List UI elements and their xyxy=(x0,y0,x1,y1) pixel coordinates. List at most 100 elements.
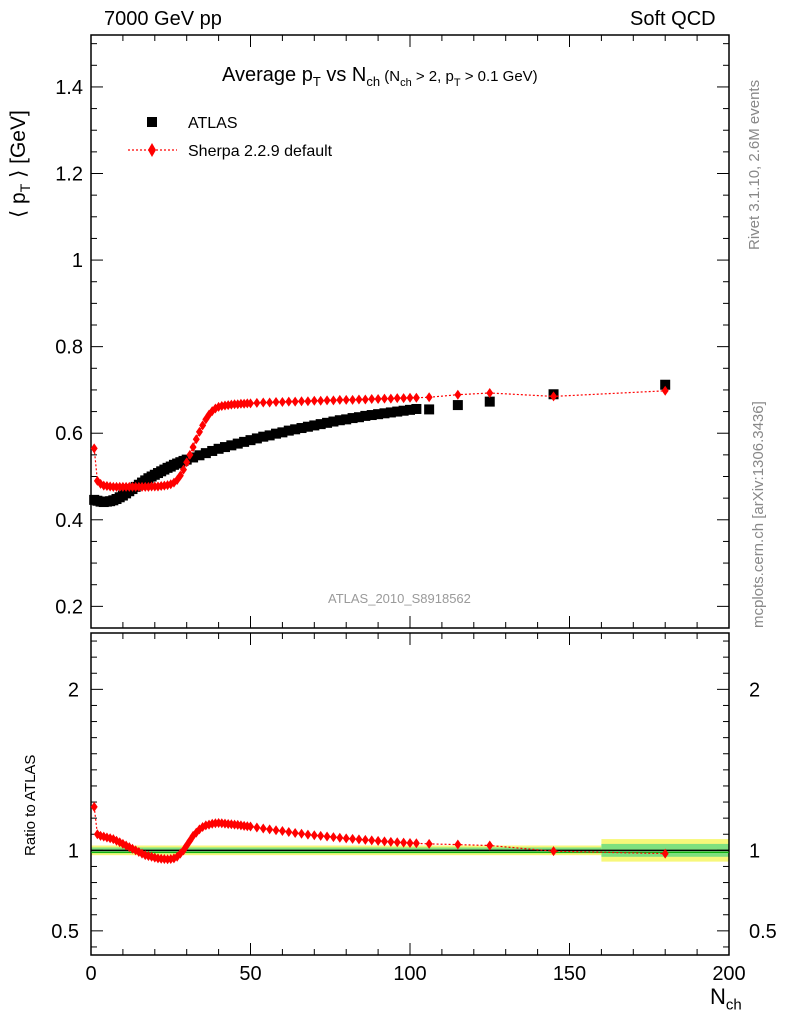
ratio-data-point xyxy=(550,846,558,857)
ratio-y-tick-label-right: 2 xyxy=(749,679,760,701)
sherpa-data-point xyxy=(195,426,203,437)
atlas-data-point xyxy=(271,428,282,439)
sherpa-data-point xyxy=(393,393,401,404)
sherpa-data-point xyxy=(329,395,337,406)
atlas-data-point xyxy=(309,420,320,431)
ratio-data-point xyxy=(355,834,363,845)
atlas-data-point xyxy=(385,407,396,418)
analysis-id-annotation: ATLAS_2010_S8918562 xyxy=(328,591,471,606)
ratio-data-point xyxy=(278,826,286,837)
sherpa-data-point xyxy=(304,396,312,407)
x-tick-label: 50 xyxy=(239,963,261,985)
sherpa-data-point xyxy=(253,397,261,408)
ratio-data-point xyxy=(425,838,433,849)
atlas-data-point xyxy=(398,405,409,416)
ratio-data-point xyxy=(336,832,344,843)
atlas-data-point xyxy=(245,435,256,446)
atlas-data-point xyxy=(226,440,237,451)
ratio-data-point xyxy=(291,827,299,838)
atlas-data-point xyxy=(264,430,275,441)
ratio-data-point xyxy=(253,822,261,833)
sherpa-data-point xyxy=(259,397,267,408)
legend-sherpa-marker xyxy=(148,143,156,157)
atlas-data-point xyxy=(315,419,326,430)
atlas-data-point xyxy=(360,410,371,421)
atlas-data-point xyxy=(424,404,435,415)
legend-sherpa-label: Sherpa 2.2.9 default xyxy=(188,143,333,160)
ratio-plot-frame xyxy=(90,632,730,956)
sherpa-data-point xyxy=(266,397,274,408)
atlas-data-point xyxy=(660,379,671,390)
ratio-data-point xyxy=(90,801,98,812)
ratio-data-point xyxy=(329,832,337,843)
sherpa-data-point xyxy=(192,434,200,445)
legend: ATLAS Sherpa 2.2.9 default xyxy=(128,115,333,160)
ratio-data-point xyxy=(310,830,318,841)
atlas-data-point xyxy=(392,406,403,417)
atlas-data-point xyxy=(322,417,333,428)
energy-label: 7000 GeV pp xyxy=(104,8,222,30)
atlas-data-point xyxy=(188,452,199,463)
sherpa-data-point xyxy=(285,396,293,407)
main-plot-frame xyxy=(90,34,730,629)
sherpa-data-point xyxy=(412,392,420,403)
legend-atlas-label: ATLAS xyxy=(188,115,238,132)
x-tick-label: 200 xyxy=(712,963,745,985)
atlas-data-point xyxy=(328,416,339,427)
sherpa-data-point xyxy=(374,394,382,405)
atlas-data-point xyxy=(366,410,377,421)
atlas-data-point xyxy=(251,433,262,444)
sherpa-data-point xyxy=(317,395,325,406)
x-tick-label: 0 xyxy=(85,963,96,985)
category-label: Soft QCD xyxy=(630,8,716,30)
sherpa-data-point xyxy=(368,394,376,405)
ratio-data-point xyxy=(486,840,494,851)
main-y-tick-label: 1.4 xyxy=(55,77,83,99)
sherpa-data-point xyxy=(323,395,331,406)
sherpa-data-point xyxy=(298,396,306,407)
ratio-data-point xyxy=(349,833,357,844)
ratio-data-point xyxy=(380,836,388,847)
atlas-data-point xyxy=(411,403,422,414)
atlas-data-point xyxy=(232,438,243,449)
sherpa-data-point xyxy=(310,395,318,406)
sherpa-data-point xyxy=(278,397,286,408)
ratio-data-point xyxy=(374,835,382,846)
ratio-data-point xyxy=(304,829,312,840)
sherpa-data-point xyxy=(186,449,194,460)
atlas-data-point xyxy=(277,427,288,438)
atlas-data-point xyxy=(200,448,211,459)
atlas-data-point xyxy=(290,424,301,435)
sherpa-data-point xyxy=(247,398,254,409)
sherpa-data-point xyxy=(291,396,299,407)
ratio-data-point xyxy=(272,825,280,836)
sherpa-data-point xyxy=(400,393,408,404)
sherpa-data-point xyxy=(189,442,197,453)
ratio-data-point xyxy=(247,821,254,832)
sherpa-data-point xyxy=(90,443,98,454)
atlas-data-point xyxy=(405,404,415,415)
ratio-data-point xyxy=(285,826,293,837)
plot-title: Average pT vs Nch (Nch > 2, pT > 0.1 GeV… xyxy=(222,64,538,89)
sherpa-data-point xyxy=(180,464,188,475)
atlas-data-point xyxy=(296,423,307,434)
atlas-data-point xyxy=(194,450,205,461)
atlas-data-point xyxy=(207,445,218,456)
ratio-data-point xyxy=(317,830,325,841)
main-y-tick-label: 0.8 xyxy=(55,337,83,359)
sherpa-data-point xyxy=(272,397,280,408)
sherpa-data-point xyxy=(355,394,363,405)
ratio-data-point xyxy=(387,836,395,847)
ratio-y-tick-label-right: 1 xyxy=(749,840,760,862)
sherpa-data-point xyxy=(380,393,388,404)
sherpa-data-point xyxy=(406,392,414,403)
atlas-data-point xyxy=(347,413,358,424)
atlas-data-point xyxy=(373,409,384,420)
main-y-tick-label: 1 xyxy=(72,250,83,272)
ratio-y-tick-label: 0.5 xyxy=(51,921,79,943)
ratio-y-tick-label: 2 xyxy=(68,679,79,701)
atlas-data-point xyxy=(239,436,250,447)
ratio-data-point xyxy=(368,835,376,846)
atlas-data-point xyxy=(283,425,294,436)
